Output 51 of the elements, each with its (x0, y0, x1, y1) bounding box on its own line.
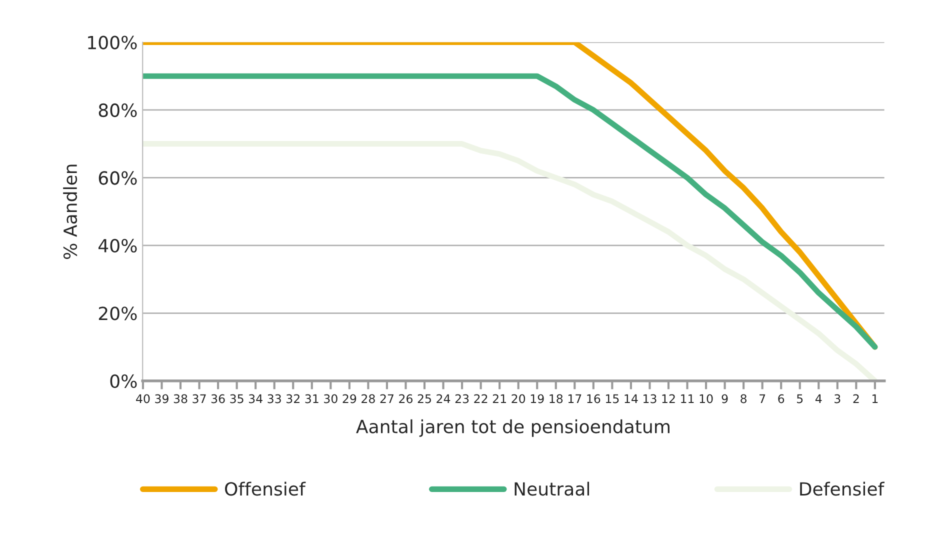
x-tick-label: 37 (192, 394, 206, 404)
y-tick-label: 80% (98, 103, 137, 118)
x-tick-label: 27 (380, 394, 394, 404)
x-axis-title: Aantal jaren tot de pensioendatum (356, 419, 670, 437)
x-tick-label: 32 (286, 394, 300, 404)
x-tick-label: 16 (587, 394, 600, 404)
x-tick-label: 24 (436, 394, 450, 404)
x-tick-label: 26 (399, 394, 413, 404)
y-axis-title: % Aandlen (63, 164, 78, 259)
x-tick-label: 17 (568, 394, 582, 404)
x-tick-label: 40 (136, 394, 150, 404)
x-tick-label: 19 (530, 394, 544, 404)
x-tick-label: 13 (644, 394, 656, 404)
x-tick-label: 10 (700, 394, 713, 404)
x-tick-label: 6 (778, 394, 784, 404)
x-tick-label: 1 (872, 394, 878, 404)
x-tick-label: 30 (324, 394, 338, 404)
x-tick-label: 5 (797, 394, 803, 404)
x-tick-label: 31 (305, 394, 318, 404)
y-tick-label: 40% (98, 238, 137, 253)
x-tick-label: 7 (760, 394, 766, 404)
x-tick-label: 3 (834, 394, 840, 404)
x-tick-label: 29 (342, 394, 356, 404)
x-tick-label: 2 (853, 394, 859, 404)
x-tick-label: 11 (681, 394, 694, 404)
x-tick-label: 22 (474, 394, 488, 404)
x-tick-label: 12 (662, 394, 675, 404)
x-tick-label: 39 (155, 394, 168, 404)
x-tick-label: 8 (740, 394, 747, 404)
y-tick-label: 0% (110, 374, 137, 388)
x-tick-label: 18 (550, 394, 563, 404)
legend-label: Offensief (225, 482, 306, 496)
x-tick-label: 25 (418, 394, 431, 404)
x-tick-label: 9 (722, 394, 728, 404)
x-tick-label: 15 (606, 394, 619, 404)
x-tick-label: 23 (455, 394, 469, 404)
legend-label: Neutraal (514, 482, 590, 496)
x-tick-label: 38 (174, 394, 188, 404)
x-tick-label: 21 (492, 394, 506, 404)
x-tick-label: 35 (230, 394, 244, 404)
legend-label: Defensief (800, 482, 885, 496)
x-tick-label: 20 (512, 394, 526, 404)
x-tick-label: 34 (248, 394, 262, 404)
x-tick-label: 4 (815, 394, 822, 404)
y-tick-label: 100% (88, 36, 137, 50)
y-tick-label: 60% (98, 171, 137, 185)
x-tick-label: 36 (211, 394, 225, 404)
x-tick-label: 14 (624, 394, 638, 404)
x-tick-label: 33 (268, 394, 281, 404)
y-tick-label: 20% (98, 306, 137, 320)
x-tick-label: 28 (362, 394, 375, 404)
